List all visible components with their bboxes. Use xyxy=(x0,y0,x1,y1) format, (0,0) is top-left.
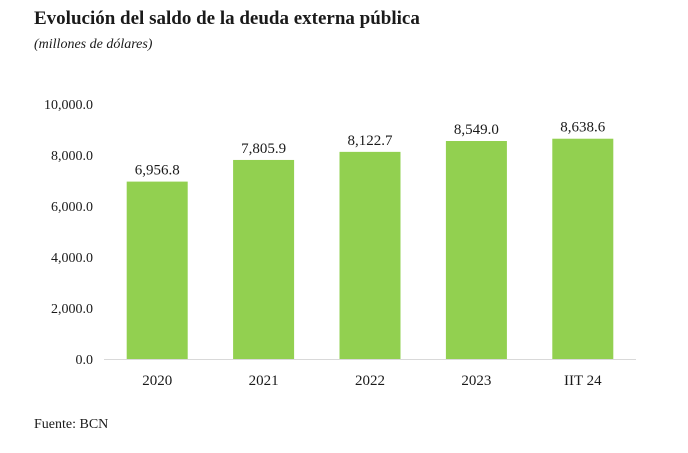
source-note: Fuente: BCN xyxy=(34,417,109,432)
value-label: 8,122.7 xyxy=(348,133,394,149)
x-tick-label: IIT 24 xyxy=(564,373,602,389)
bar-2020 xyxy=(126,181,188,359)
bar-chart: 0.02,000.04,000.06,000.08,000.010,000.0 … xyxy=(44,98,636,389)
bar-iit-24 xyxy=(552,138,614,359)
value-label: 6,956.8 xyxy=(135,163,180,179)
y-tick-label: 8,000.0 xyxy=(51,149,93,164)
x-axis: 2020 2021 2022 2023 IIT 24 xyxy=(104,359,636,389)
x-tick-label: 2022 xyxy=(355,373,385,389)
chart-subtitle: (millones de dólares) xyxy=(34,37,153,52)
value-label: 7,805.9 xyxy=(241,141,286,157)
y-tick-label: 4,000.0 xyxy=(51,251,93,266)
x-tick-label: 2021 xyxy=(249,373,279,389)
y-tick-label: 6,000.0 xyxy=(51,200,93,215)
x-tick-label: 2023 xyxy=(461,373,491,389)
value-label: 8,549.0 xyxy=(454,122,499,138)
x-tick-label: 2020 xyxy=(142,373,172,389)
y-axis: 0.0 2,000.0 4,000.0 6,000.0 8,000.0 10,000.0 xyxy=(44,98,93,368)
bar-2023 xyxy=(445,141,507,359)
value-label: 8,638.6 xyxy=(560,120,606,136)
y-tick-label: 10,000.0 xyxy=(44,98,93,113)
value-labels: 6,956.8 7,805.9 8,122.7 8,549.0 8,638.6 xyxy=(135,120,606,179)
bars xyxy=(126,138,614,359)
bar-2021 xyxy=(233,159,295,359)
bar-2022 xyxy=(339,151,401,359)
y-tick-label: 0.0 xyxy=(76,353,94,368)
y-tick-label: 2,000.0 xyxy=(51,302,93,317)
chart-title: Evolución del saldo de la deuda externa … xyxy=(34,8,420,29)
